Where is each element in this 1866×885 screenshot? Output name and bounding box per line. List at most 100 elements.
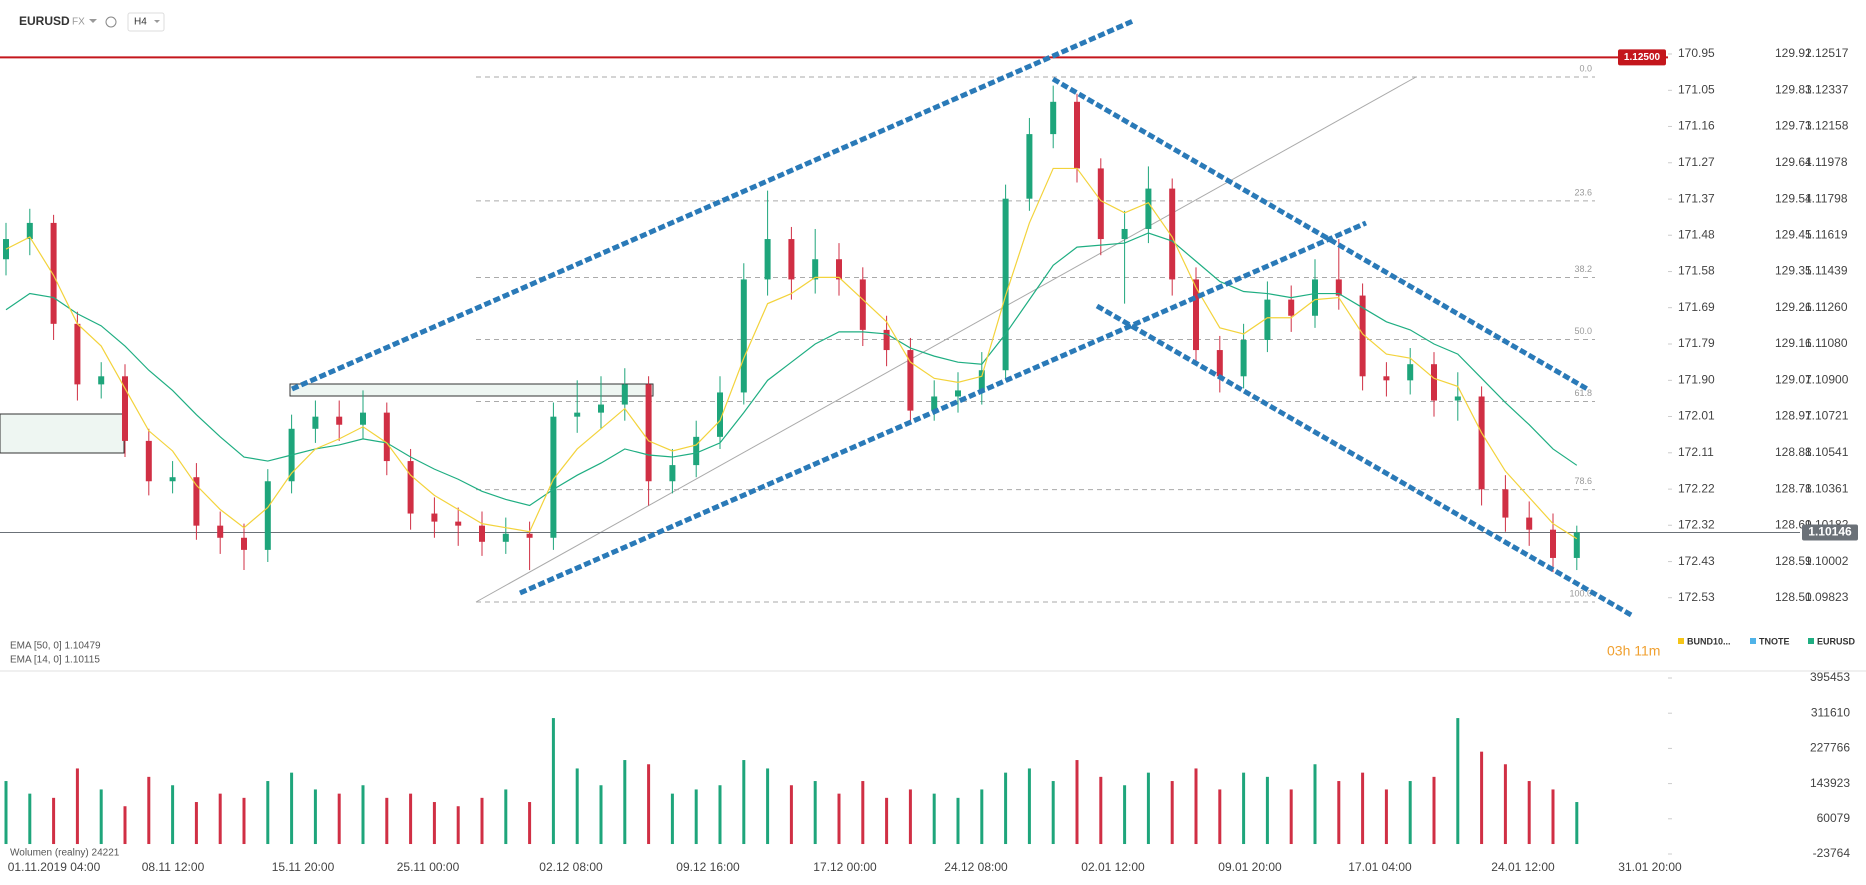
- volume-bar: [670, 793, 674, 845]
- volume-bar: [1361, 772, 1365, 845]
- x-tick-label: 24.12 08:00: [944, 860, 1008, 874]
- volume-bar: [742, 760, 746, 845]
- price-tag-label: 1.10146: [1808, 525, 1852, 539]
- candle-body: [1550, 529, 1556, 558]
- candle-body: [74, 323, 81, 385]
- y-tick-label: 1.10541: [1805, 445, 1849, 459]
- candle-body: [169, 477, 176, 482]
- x-tick-label: 09.01 20:00: [1218, 860, 1282, 874]
- legend-label: TNOTE: [1759, 636, 1790, 646]
- volume-bar: [575, 768, 579, 845]
- candle-body: [145, 440, 152, 482]
- timer: 03h 11m: [1607, 643, 1660, 659]
- volume-bar: [766, 768, 770, 845]
- candle-body: [1026, 134, 1033, 199]
- candle-body: [217, 525, 224, 538]
- volume-bar: [4, 781, 8, 845]
- volume-bar: [1170, 781, 1174, 845]
- volume-bar: [1289, 789, 1293, 845]
- volume-bar: [623, 760, 627, 845]
- volume-bar: [813, 781, 817, 845]
- y-tick-label: 1.11439: [1805, 264, 1848, 278]
- ema-line: [5, 167, 1578, 540]
- volume-tick-label: 227766: [1810, 741, 1850, 755]
- volume-bar: [99, 789, 103, 845]
- tnote-tick-label: 129.64: [1775, 155, 1812, 169]
- interval-select[interactable]: [127, 12, 165, 32]
- fib-label: 78.6: [1574, 476, 1592, 486]
- legend-label: BUND10...: [1687, 636, 1731, 646]
- candle-body: [1193, 279, 1199, 351]
- volume-bar: [1313, 764, 1317, 845]
- candle-body: [883, 329, 890, 351]
- bund-tick-label: 171.90: [1678, 373, 1715, 387]
- info-icon[interactable]: [105, 16, 117, 28]
- candle-body: [50, 222, 57, 324]
- volume-bar: [194, 802, 198, 845]
- candle-body: [764, 239, 771, 280]
- volume-bar: [1575, 802, 1579, 845]
- volume-bar: [1146, 772, 1150, 845]
- symbol[interactable]: EURUSD: [19, 14, 70, 28]
- volume-bar: [385, 797, 389, 845]
- volume-bar: [1337, 781, 1341, 845]
- candle-body: [550, 416, 557, 538]
- candle-body: [907, 350, 914, 411]
- volume-bar: [599, 785, 603, 845]
- volume-bar: [1527, 781, 1531, 845]
- volume-bar: [1265, 776, 1269, 845]
- bund-tick-label: 171.79: [1678, 336, 1715, 350]
- candle-body: [621, 384, 628, 405]
- x-tick-label: 24.01 12:00: [1491, 860, 1555, 874]
- tnote-tick-label: 128.50: [1775, 590, 1812, 604]
- bund-tick-label: 171.16: [1678, 119, 1715, 133]
- volume-bar: [861, 781, 865, 845]
- candle-body: [336, 416, 343, 425]
- candle-body: [98, 376, 105, 385]
- x-tick-label: 15.11 20:00: [272, 860, 335, 874]
- volume-bar: [694, 789, 698, 845]
- volume-bar: [456, 806, 460, 845]
- volume-bar: [28, 793, 32, 845]
- candle-body: [1526, 517, 1533, 530]
- candle-body: [1407, 364, 1414, 381]
- volume-bar: [171, 785, 175, 845]
- candle-body: [574, 412, 581, 417]
- volume-bar: [1027, 768, 1031, 845]
- volume-bar: [432, 802, 436, 845]
- y-tick-label: 1.10900: [1805, 373, 1849, 387]
- fib-label: 100.0: [1569, 588, 1592, 598]
- ema-line: [5, 232, 1578, 507]
- candle-body: [1502, 489, 1509, 518]
- volume-bar: [52, 797, 56, 845]
- volume-bar: [1503, 764, 1507, 845]
- volume-bar: [1075, 760, 1079, 845]
- volume-bar: [123, 806, 127, 845]
- x-tick-label: 17.12 00:00: [813, 860, 877, 874]
- volume-bar: [1551, 789, 1555, 845]
- volume-bar: [480, 797, 484, 845]
- candle-body: [1050, 101, 1057, 135]
- tnote-tick-label: 129.07: [1775, 373, 1812, 387]
- volume-bar: [1218, 789, 1222, 845]
- y-tick-label: 1.11619: [1805, 227, 1848, 241]
- candle-body: [1454, 396, 1461, 401]
- x-tick-label: 02.01 12:00: [1081, 860, 1145, 874]
- legend-swatch: [1750, 638, 1756, 644]
- market: FX: [72, 17, 85, 28]
- fib-label: 50.0: [1574, 326, 1592, 336]
- volume-bar: [1480, 751, 1484, 845]
- candle-body: [1169, 188, 1176, 280]
- candle-body: [193, 477, 200, 526]
- dropdown-icon: [154, 20, 160, 23]
- bund-tick-label: 171.48: [1678, 227, 1715, 241]
- volume-bar: [1384, 789, 1388, 845]
- candle-body: [740, 279, 747, 393]
- volume-bar: [1408, 781, 1412, 845]
- candle-body: [812, 259, 819, 280]
- x-tick-label: 01.11.2019 04:00: [8, 860, 101, 874]
- bund-tick-label: 171.27: [1678, 155, 1715, 169]
- dropdown-icon[interactable]: [89, 19, 97, 23]
- candle-body: [1312, 279, 1318, 316]
- x-tick-label: 25.11 00:00: [397, 860, 460, 874]
